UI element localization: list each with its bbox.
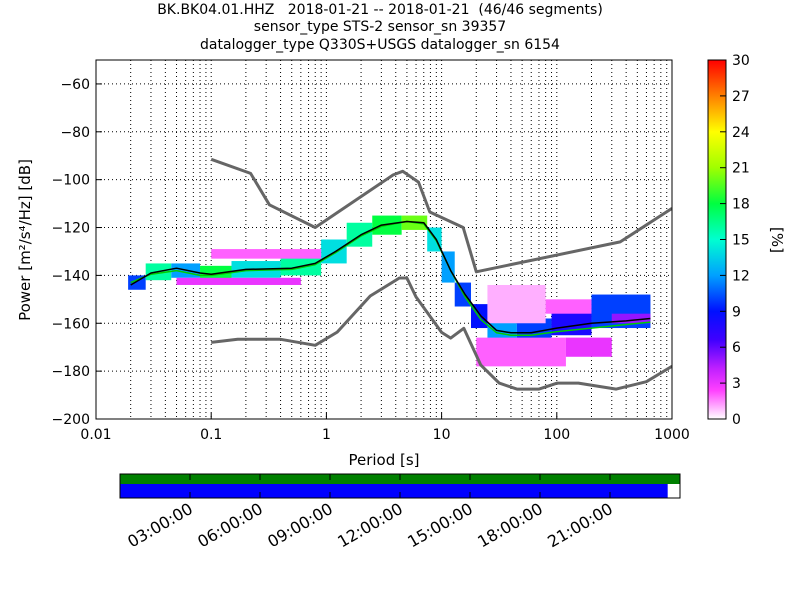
colorbar-tick-label: 30 [732, 53, 750, 69]
chart-title-line-3: datalogger_type Q330S+USGS datalogger_sn… [200, 37, 560, 53]
timeline-tick-label: 21:00:00 [544, 499, 616, 551]
heatmap-cell [211, 249, 322, 259]
colorbar-tick-label: 27 [732, 89, 750, 105]
x-tick-label: 0.01 [80, 427, 111, 443]
y-axis-label: Power [m²/s⁴/Hz] [dB] [16, 159, 34, 321]
heatmap-cell [321, 239, 347, 264]
colorbar-tick-label: 12 [732, 268, 750, 284]
colorbar-tick-label: 6 [732, 340, 741, 356]
x-axis: 0.01 0.1 1 10 100 1000 [80, 413, 690, 443]
x-tick-label: 100 [543, 427, 570, 443]
heatmap-cell [565, 337, 612, 357]
y-tick-label: −180 [52, 364, 90, 380]
y-tick-label: −200 [52, 412, 90, 428]
plot-frame [95, 59, 673, 420]
timeline-tick-label: 12:00:00 [334, 499, 406, 551]
colorbar-tick-label: 3 [732, 376, 741, 392]
nlnm-curve [211, 276, 672, 391]
timeline-tick-label: 03:00:00 [124, 499, 196, 551]
colorbar-tick-label: 9 [732, 304, 741, 320]
ppsd-histogram [128, 215, 651, 367]
nhnm-curve [210, 157, 672, 274]
curves [130, 157, 672, 391]
chart-title-line-2: sensor_type STS-2 sensor_sn 39357 [253, 19, 507, 35]
x-tick-label: 0.1 [200, 427, 222, 443]
timeline-tick-label: 18:00:00 [474, 499, 546, 551]
chart-title-line-1: BK.BK04.01.HHZ 2018-01-21 -- 2018-01-21 … [157, 2, 603, 18]
colorbar-tick-label: 21 [732, 161, 750, 177]
y-tick-label: −100 [52, 173, 90, 189]
y-tick-label: −80 [60, 125, 90, 141]
y-tick-label: −140 [52, 268, 90, 284]
heatmap-cell [476, 337, 566, 367]
timeline-coverage-bar [120, 484, 668, 498]
timeline-tick-label: 15:00:00 [404, 499, 476, 551]
x-tick-label: 1000 [654, 427, 690, 443]
heatmap-cell [487, 284, 546, 324]
y-tick-label: −60 [60, 77, 90, 93]
mode-curve [130, 220, 651, 334]
x-tick-label: 10 [433, 427, 451, 443]
x-axis-label: Period [s] [348, 451, 419, 469]
heatmap-cell [176, 277, 301, 285]
colorbar-tick-label: 18 [732, 197, 750, 213]
x-tick-label: 1 [322, 427, 331, 443]
colorbar-tick-label: 24 [732, 125, 750, 141]
y-axis: −60 −80 −100 −120 −140 −160 −180 −200 [52, 77, 102, 428]
heatmap-cell [545, 299, 592, 314]
colorbar: 0 3 6 9 12 15 18 21 24 27 30 [%] [707, 53, 786, 428]
timeline-tick-label: 09:00:00 [264, 499, 336, 551]
colorbar-tick-label: 0 [732, 412, 741, 428]
colorbar-tick-label: 15 [732, 233, 750, 249]
data-coverage-timeline: 03:00:0006:00:0009:00:0012:00:0015:00:00… [119, 473, 681, 551]
y-tick-label: −160 [52, 316, 90, 332]
heatmap-cell [611, 313, 651, 324]
colorbar-label: [%] [768, 227, 786, 253]
timeline-tick-label: 06:00:00 [194, 499, 266, 551]
y-tick-label: −120 [52, 221, 90, 237]
grid-lines [96, 60, 672, 419]
